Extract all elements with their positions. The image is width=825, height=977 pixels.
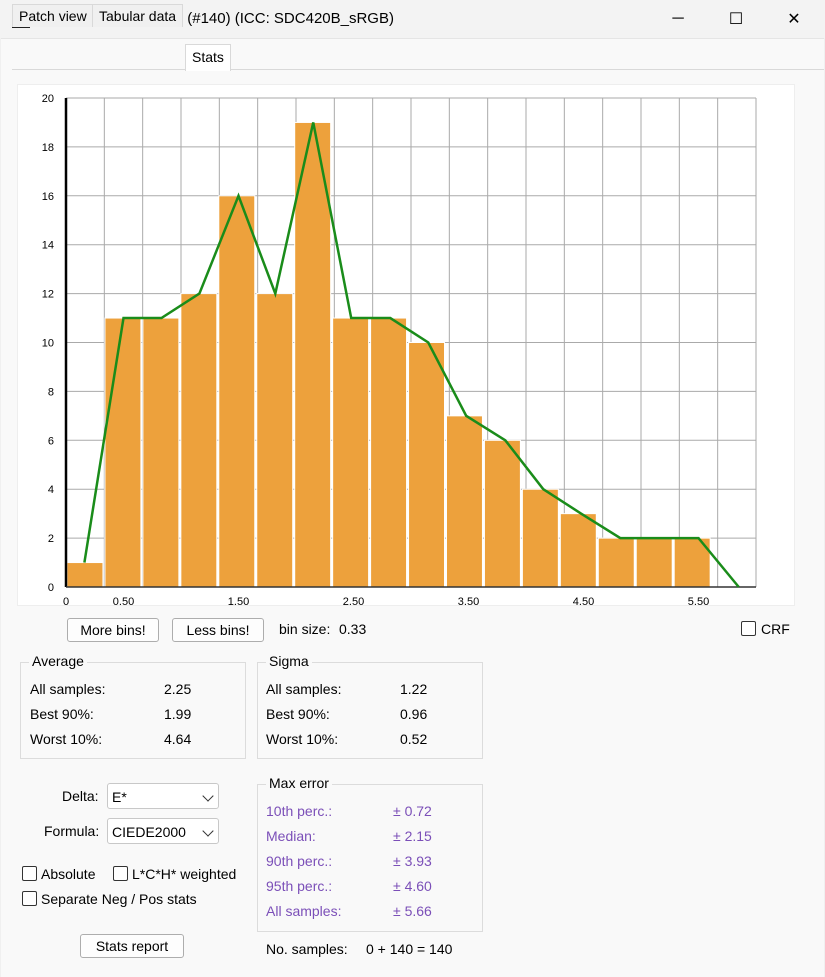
maximize-icon: ☐ [728, 11, 744, 28]
histogram-bar [635, 537, 673, 588]
sigma-worst-value: 0.52 [400, 731, 428, 747]
average-best-value: 1.99 [164, 706, 192, 722]
max-error-group: Max error [257, 775, 483, 932]
x-tick-label: 3.50 [458, 596, 479, 605]
bin-size-value: 0.33 [339, 621, 367, 637]
histogram-bar [559, 513, 597, 588]
delta-label: Delta: [62, 788, 99, 804]
y-tick-label: 18 [42, 142, 54, 154]
minimize-button[interactable]: ─ [649, 0, 707, 38]
histogram-bar [597, 537, 635, 588]
tab-divider [12, 69, 824, 70]
lch-weighted-label: L*C*H* weighted [132, 866, 237, 882]
histogram-bar [142, 317, 180, 588]
lch-weighted-checkbox[interactable] [113, 866, 128, 881]
max-error-p95-label: 95th perc.: [266, 878, 333, 894]
no-samples-value: 0 + 140 = 140 [366, 941, 453, 957]
tab-stats[interactable]: Stats [185, 44, 231, 71]
average-all-value: 2.25 [164, 681, 192, 697]
max-error-all-label: All samples: [266, 903, 342, 919]
y-tick-label: 8 [48, 386, 54, 398]
average-worst-value: 4.64 [164, 731, 192, 747]
tab-tabular-data[interactable]: Tabular data [92, 4, 184, 27]
formula-value: CIEDE2000 [112, 824, 186, 840]
close-icon: ✕ [787, 11, 801, 28]
histogram-bar [332, 317, 370, 588]
histogram-bar [104, 317, 142, 588]
histogram-bar [408, 342, 445, 588]
y-tick-label: 16 [42, 191, 54, 203]
histogram-bar [446, 415, 483, 588]
less-bins-button[interactable]: Less bins! [172, 618, 264, 642]
distribution-line [83, 122, 740, 588]
close-button[interactable]: ✕ [765, 0, 823, 38]
absolute-checkbox[interactable] [22, 866, 37, 881]
x-tick-label: 4.50 [573, 596, 594, 605]
separate-stats-label: Separate Neg / Pos stats [41, 891, 197, 907]
maximize-button[interactable]: ☐ [707, 0, 765, 38]
separate-stats-checkbox[interactable] [22, 891, 37, 906]
sigma-all-label: All samples: [266, 681, 342, 697]
sigma-all-value: 1.22 [400, 681, 428, 697]
histogram-bar [256, 293, 294, 588]
average-group: Average [20, 653, 246, 759]
chevron-down-icon [202, 790, 214, 802]
minimize-icon: ─ [672, 10, 684, 27]
histogram-bar [66, 562, 104, 588]
y-tick-label: 4 [48, 484, 54, 496]
max-error-median-label: Median: [266, 828, 316, 844]
x-tick-label: 0 [63, 596, 69, 605]
y-tick-label: 2 [48, 533, 54, 545]
histogram-bar [180, 293, 218, 588]
sigma-worst-label: Worst 10%: [266, 731, 339, 747]
histogram-bar [521, 488, 559, 588]
delta-select[interactable]: E* [107, 783, 219, 809]
max-error-p10-label: 10th perc.: [266, 803, 333, 819]
histogram-svg: 0 2 4 6 8 10 12 14 16 18 20 0 0.50 1.50 2.50 3.50 4.50 5.… [42, 93, 757, 608]
more-bins-button[interactable]: More bins! [67, 618, 159, 642]
tab-patch-view[interactable]: Patch view [12, 4, 94, 27]
sigma-best-value: 0.96 [400, 706, 428, 722]
x-tick-label: 0.50 [113, 596, 134, 605]
max-error-p10-value: ± 0.72 [393, 803, 432, 819]
sigma-group: Sigma [257, 653, 483, 759]
y-tick-label: 0 [48, 582, 54, 594]
max-error-all-value: ± 5.66 [393, 903, 432, 919]
absolute-label: Absolute [41, 866, 96, 882]
x-tick-label: 2.50 [343, 596, 364, 605]
y-tick-label: 20 [42, 93, 54, 105]
no-samples-label: No. samples: [266, 941, 348, 957]
histogram-bar [483, 439, 521, 588]
max-error-p95-value: ± 4.60 [393, 878, 432, 894]
average-title: Average [29, 653, 87, 669]
sigma-best-label: Best 90%: [266, 706, 330, 722]
x-tick-label: 5.50 [688, 596, 709, 605]
x-tick-label: 1.50 [228, 596, 249, 605]
y-tick-label: 12 [42, 289, 54, 301]
y-tick-label: 6 [48, 435, 54, 447]
max-error-median-value: ± 2.15 [393, 828, 432, 844]
sigma-title: Sigma [266, 653, 312, 669]
average-worst-label: Worst 10%: [30, 731, 103, 747]
histogram-bar [294, 121, 332, 588]
average-all-label: All samples: [30, 681, 106, 697]
max-error-p90-value: ± 3.93 [393, 853, 432, 869]
delta-value: E* [112, 789, 127, 805]
max-error-title: Max error [266, 775, 332, 791]
chevron-down-icon [202, 825, 214, 837]
formula-select[interactable]: CIEDE2000 [107, 818, 219, 844]
y-tick-label: 10 [42, 338, 54, 350]
crf-label: CRF [761, 621, 790, 637]
stats-report-button[interactable]: Stats report [80, 934, 184, 958]
max-error-p90-label: 90th perc.: [266, 853, 333, 869]
y-tick-label: 14 [42, 240, 54, 252]
average-best-label: Best 90%: [30, 706, 94, 722]
histogram-bar [218, 195, 256, 588]
crf-checkbox[interactable] [741, 621, 756, 636]
histogram-bar [370, 317, 408, 588]
histogram-chart: 0 2 4 6 8 10 12 14 16 18 20 0 0.50 1.50 2.50 3.50 4.50 5.… [17, 84, 795, 608]
formula-label: Formula: [44, 823, 100, 839]
bin-size-label: bin size: [279, 621, 331, 637]
